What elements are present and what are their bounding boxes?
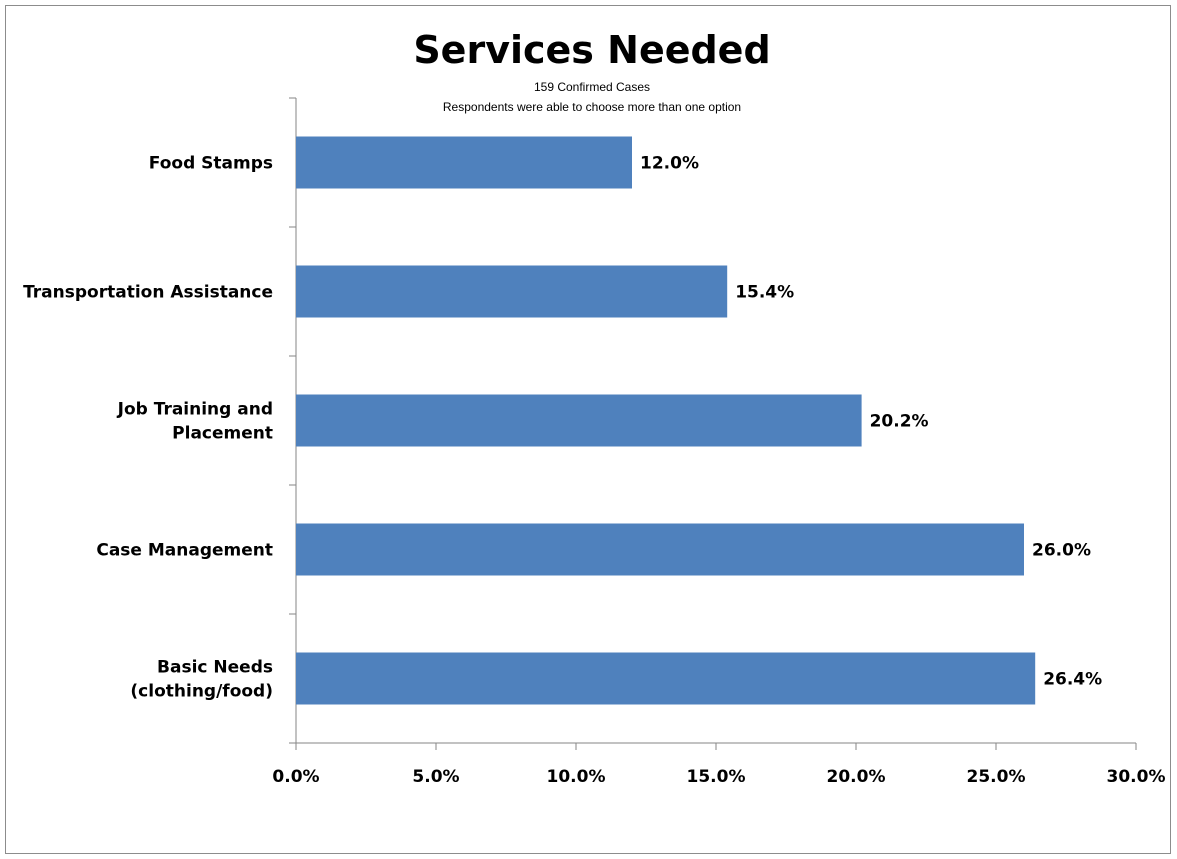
category-label: Job Training and — [117, 400, 273, 420]
data-label: 15.4% — [735, 283, 794, 303]
bar — [296, 394, 862, 447]
category-label: Basic Needs — [157, 658, 273, 678]
bar — [296, 523, 1024, 576]
x-tick-label: 15.0% — [687, 767, 746, 787]
x-tick-label: 30.0% — [1107, 767, 1166, 787]
x-tick-label: 25.0% — [967, 767, 1026, 787]
data-label: 20.2% — [870, 412, 929, 432]
chart-subtitle-line-1: 159 Confirmed Cases — [534, 80, 650, 94]
chart-title: Services Needed — [413, 28, 770, 72]
data-label: 26.4% — [1043, 670, 1102, 690]
category-label: Placement — [172, 424, 273, 444]
x-tick-label: 10.0% — [547, 767, 606, 787]
category-label: Food Stamps — [149, 154, 273, 174]
category-label: Case Management — [96, 541, 273, 561]
bar — [296, 265, 728, 318]
plot-area: 0.0% 5.0% 10.0% 15.0% 20.0% 25.0% 30.0% 12.0% Fo… — [23, 97, 1166, 787]
data-label: 26.0% — [1032, 541, 1091, 561]
x-tick-label: 20.0% — [827, 767, 886, 787]
category-label: (clothing/food) — [130, 682, 273, 702]
x-tick-label: 0.0% — [272, 767, 319, 787]
data-label: 12.0% — [640, 154, 699, 174]
bar — [296, 652, 1036, 705]
category-label: Transportation Assistance — [23, 283, 273, 303]
bar — [296, 136, 632, 189]
x-tick-label: 5.0% — [412, 767, 459, 787]
chart-subtitle-line-2: Respondents were able to choose more tha… — [443, 100, 741, 114]
